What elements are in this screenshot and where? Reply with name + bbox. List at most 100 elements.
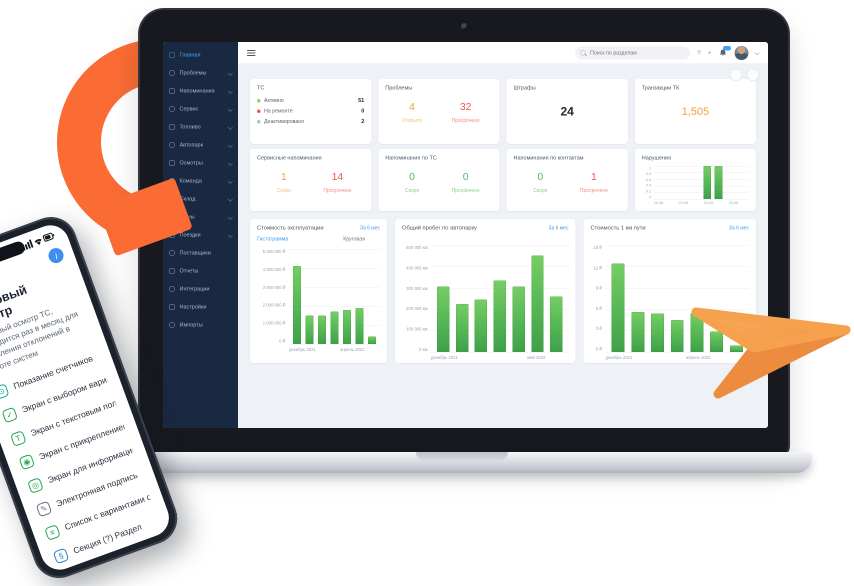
sidebar-item[interactable]: Главная xyxy=(163,46,238,64)
webcam-icon xyxy=(461,23,468,30)
integrations-icon xyxy=(169,286,175,292)
axis-tick: 0.4 xyxy=(646,183,652,188)
stat-value: 0 xyxy=(537,171,544,183)
sidebar-item-label: Главная xyxy=(179,52,201,58)
floating-chat-button[interactable] xyxy=(747,69,759,81)
search-box[interactable] xyxy=(575,46,691,60)
stat-value: 14 xyxy=(331,171,344,183)
period-link[interactable]: За 6 мес xyxy=(548,225,569,232)
stat-label: Скоро xyxy=(276,188,291,194)
fuel-card-transactions-card: Транзакции ТК 1,505 xyxy=(634,79,756,144)
meter-icon: ⊙ xyxy=(0,382,10,400)
account-caret-icon[interactable] xyxy=(754,50,760,56)
sidebar-item-label: Проблемы xyxy=(179,70,207,76)
cost-per-km-chart xyxy=(605,245,749,353)
card-title: ТС xyxy=(257,85,265,91)
stat[interactable]: 0 Скоро xyxy=(514,171,568,194)
chart-bar xyxy=(436,286,450,352)
chevron-down-icon xyxy=(227,232,233,238)
sidebar-item[interactable]: Осмотры xyxy=(163,154,238,172)
stat-value: 0 xyxy=(409,171,415,183)
hamburger-menu-icon[interactable] xyxy=(247,49,256,56)
sidebar-item[interactable]: Настройки xyxy=(163,298,238,316)
stat-label: Просрочено xyxy=(451,188,480,194)
axis-tick: 5 000 000 ₽ xyxy=(262,249,286,254)
sidebar-item-label: Сервис xyxy=(179,106,199,112)
chart-bar xyxy=(305,315,314,344)
period-link[interactable]: За 6 мес xyxy=(728,225,749,232)
search-input[interactable] xyxy=(589,49,686,57)
import-cloud-icon xyxy=(169,322,175,328)
fines-value: 24 xyxy=(560,105,574,119)
service-icon xyxy=(169,106,175,112)
notifications-bell-icon[interactable] xyxy=(719,45,731,57)
tab-pie[interactable]: Круговая xyxy=(343,236,366,242)
chart-bar xyxy=(611,263,625,352)
period-link[interactable]: За 6 мес xyxy=(359,225,380,232)
fines-card: Штрафы 24 xyxy=(506,79,628,144)
help-icon[interactable]: ? xyxy=(697,49,701,57)
add-icon[interactable]: + xyxy=(707,49,712,57)
stat-value: 1 xyxy=(591,171,597,183)
stat-label: Скоро xyxy=(404,188,420,194)
finish-icon: ✓ xyxy=(61,570,78,575)
stat[interactable]: 0 Скоро xyxy=(385,171,439,194)
vehicle-status-row: На ремонте 0 xyxy=(257,108,364,114)
info-button[interactable]: i xyxy=(46,245,66,266)
axis-tick: 15 ₽ xyxy=(593,245,602,250)
stat[interactable]: 14 Просрочено xyxy=(311,171,365,194)
x-tick: декабрь 2021 xyxy=(431,355,458,360)
x-tick: 24-06 xyxy=(703,200,714,206)
y-axis: 500 000 км 400 000 км 300 000 км 200 000 км… xyxy=(402,245,431,352)
stat[interactable]: 0 Просрочено xyxy=(439,171,493,194)
sidebar-item[interactable]: Сервис xyxy=(163,100,238,118)
user-avatar[interactable] xyxy=(734,45,749,60)
stat[interactable]: 4 Открыто xyxy=(385,101,439,124)
sidebar-item[interactable]: Проблемы xyxy=(163,64,238,82)
chart-title: Общий пробег по автопарку xyxy=(402,225,477,231)
phone-status-bar: 9:41 xyxy=(0,220,68,283)
chart-bar xyxy=(550,296,563,352)
stat-label: Открыто xyxy=(402,118,422,124)
stat[interactable]: 32 Просрочено xyxy=(439,101,493,124)
chevron-down-icon xyxy=(227,196,233,202)
sidebar-item[interactable]: Отчеты xyxy=(163,262,238,280)
axis-tick: 1 000 000 ₽ xyxy=(262,320,286,326)
chart-bar xyxy=(292,266,302,344)
x-tick: апрель 2022 xyxy=(339,347,365,352)
sidebar-item-label: Интеграции xyxy=(179,286,210,292)
axis-tick: 400 000 км xyxy=(406,265,428,271)
stat-label: Просрочено xyxy=(451,118,480,124)
axis-tick: 12 ₽ xyxy=(593,265,602,271)
sidebar-item[interactable]: Импорты xyxy=(163,316,238,334)
x-tick: декабрь 2021 xyxy=(289,347,316,352)
tire-info-icon: ◎ xyxy=(27,476,44,494)
chart-bar xyxy=(493,280,506,352)
vehicle-reminders-card: Напоминания по ТС 0 Скоро xyxy=(378,149,500,211)
stat-label: Скоро xyxy=(533,188,548,194)
sidebar-item[interactable]: Поставщики xyxy=(163,244,238,262)
sidebar-item[interactable]: Интеграции xyxy=(163,280,238,298)
chart-bar xyxy=(710,331,724,352)
problems-icon xyxy=(169,70,175,76)
axis-tick: 4 000 000 ₽ xyxy=(262,266,286,272)
status-label: Деактивировано xyxy=(264,118,305,125)
chart-bar xyxy=(651,313,665,352)
suppliers-icon xyxy=(169,250,175,256)
sidebar-item-label: Настройки xyxy=(179,304,207,310)
x-axis: 20-06 22-06 24-06 26-06 xyxy=(654,201,739,206)
vehicles-card: ТС Активно 51 xyxy=(250,79,372,144)
signature-pen-icon: ✎ xyxy=(35,500,53,518)
stat[interactable]: 1 Скоро xyxy=(257,171,311,194)
tab-histogram[interactable]: Гистограмма xyxy=(257,236,289,242)
floating-help-button[interactable] xyxy=(730,69,742,81)
axis-tick: 0 ₽ xyxy=(279,338,286,344)
sidebar-item[interactable]: Автопарк xyxy=(163,136,238,154)
status-value: 0 xyxy=(361,108,365,114)
chevron-down-icon xyxy=(227,178,233,184)
sidebar-item[interactable]: Напоминания xyxy=(163,82,238,100)
stat[interactable]: 1 Просрочено xyxy=(567,171,621,194)
sidebar-item[interactable]: Топливо xyxy=(163,118,238,136)
fleet-icon xyxy=(169,142,175,148)
x-tick: 22-06 xyxy=(678,200,689,206)
